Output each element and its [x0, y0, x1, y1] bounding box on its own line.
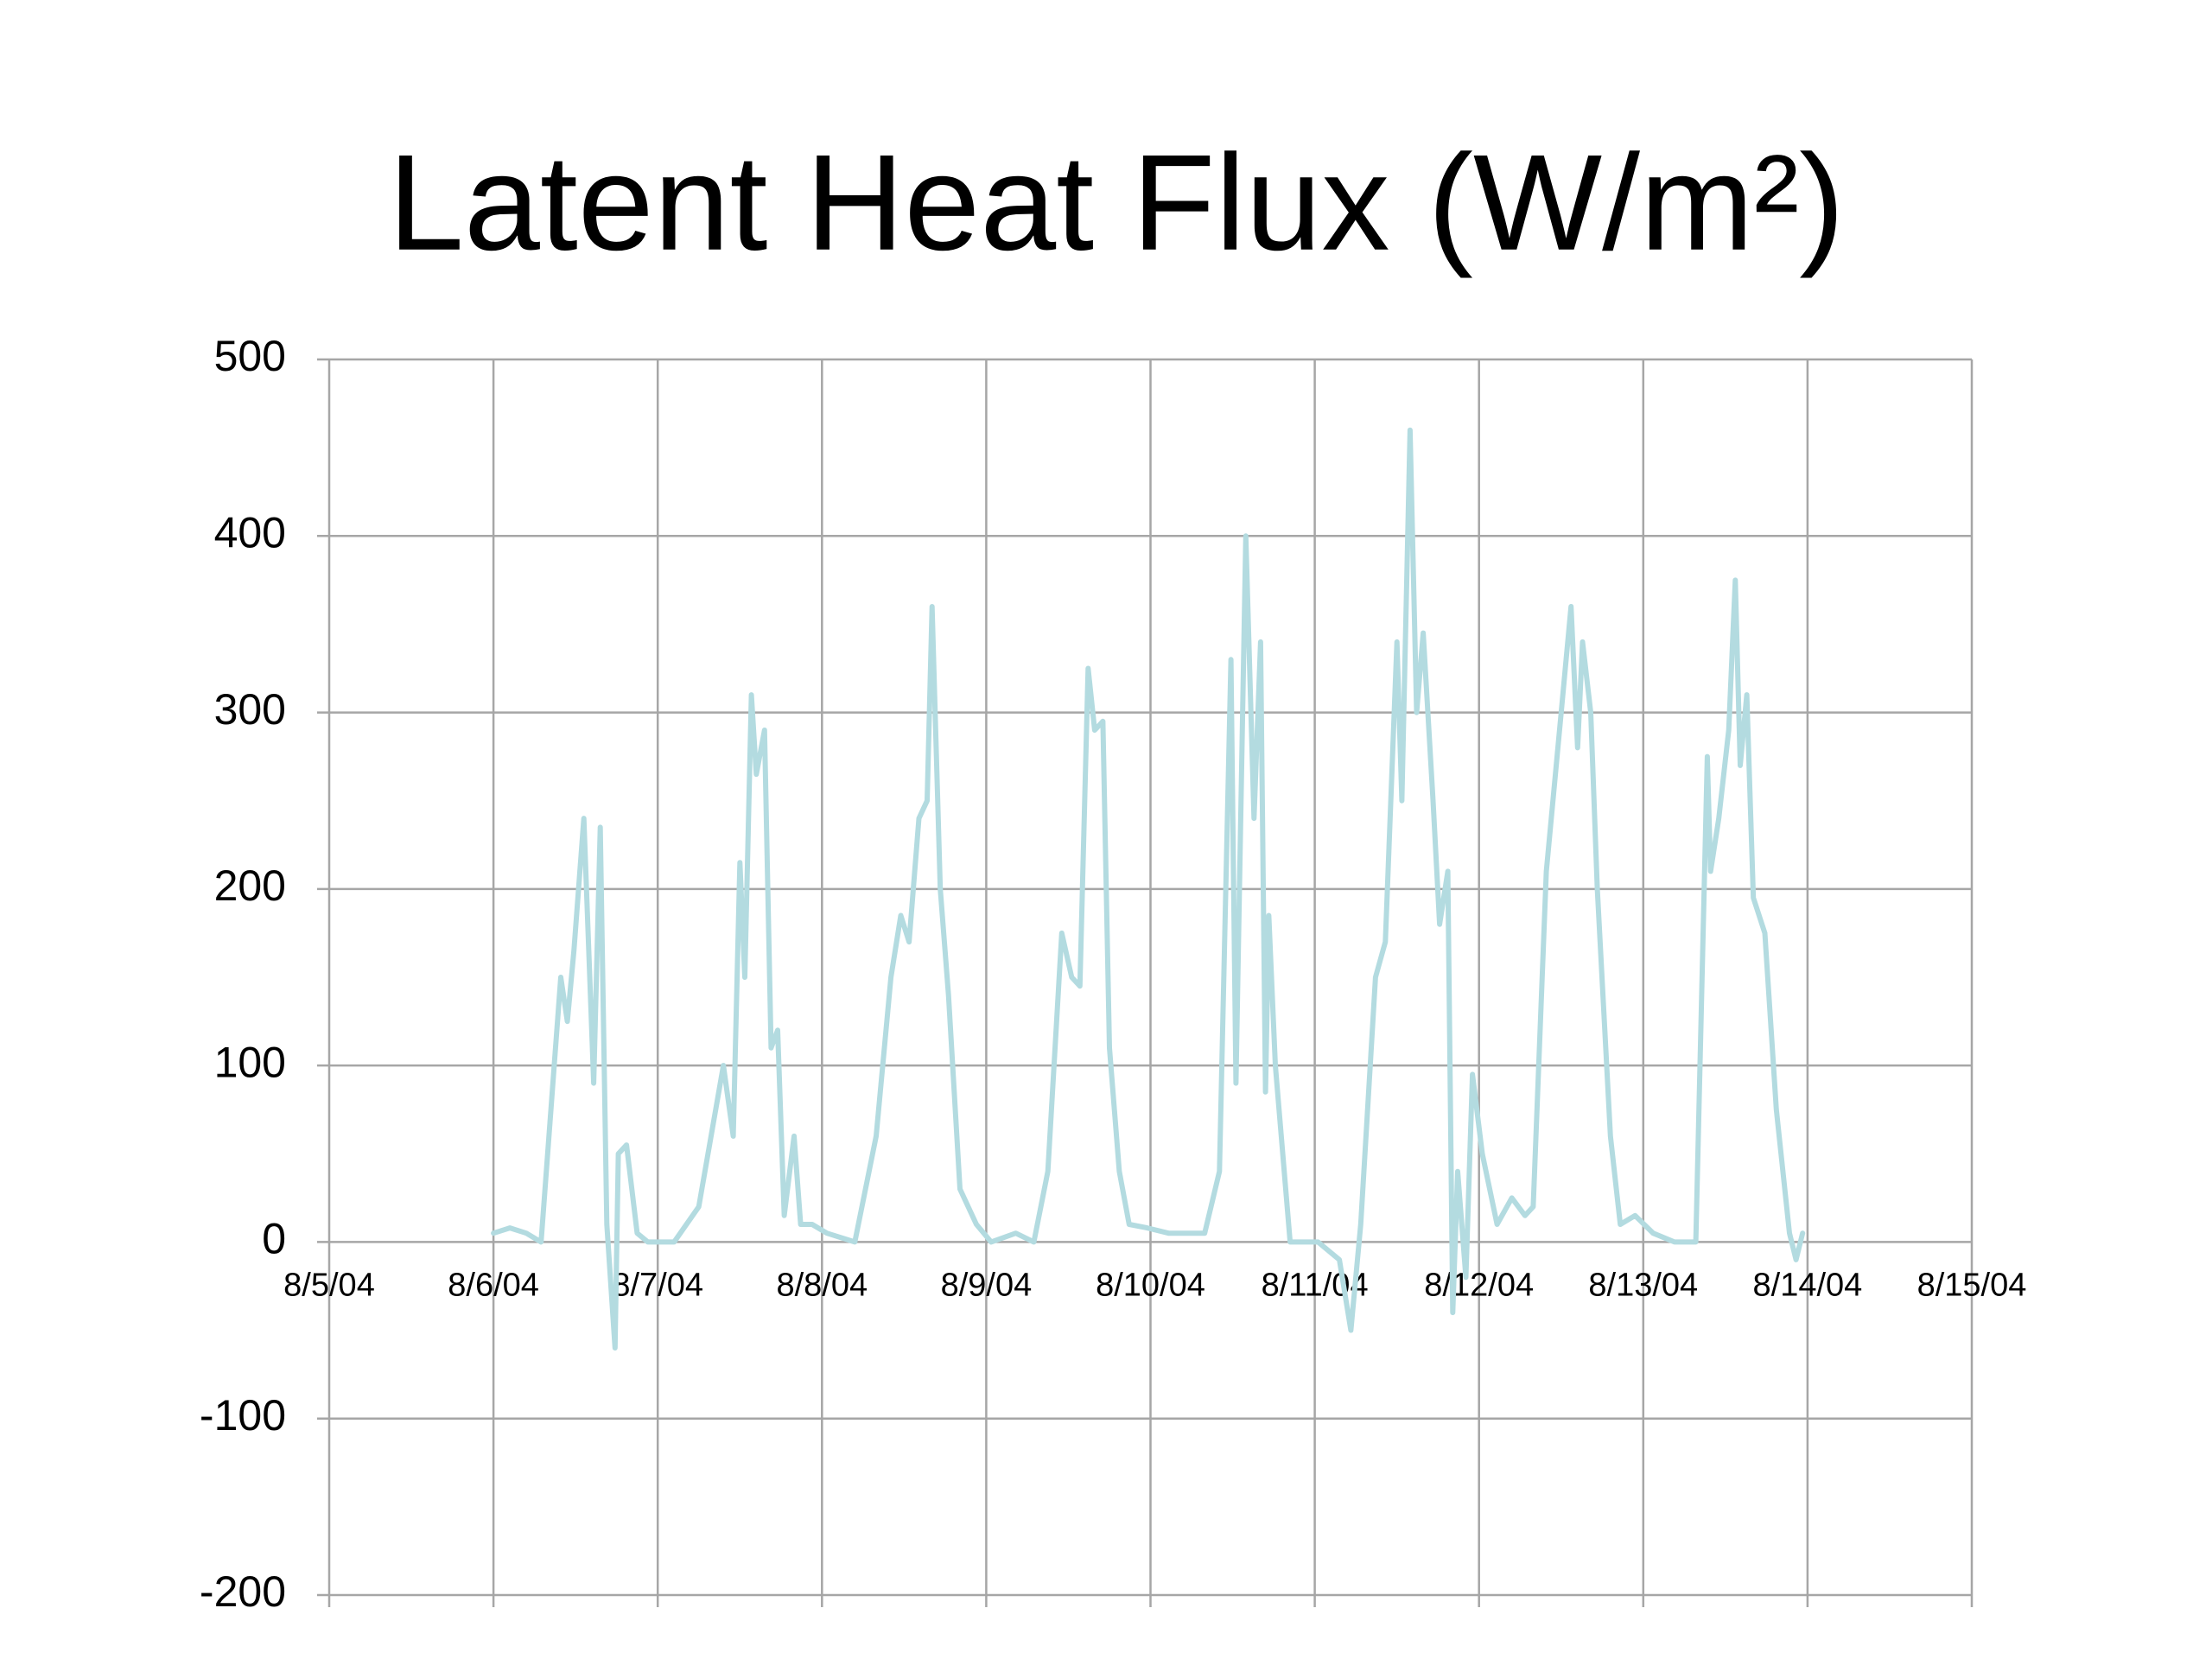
x-tick-label: 8/14/04	[1753, 1267, 1863, 1303]
y-tick-label: 400	[214, 508, 286, 556]
y-tick-label: 0	[262, 1215, 286, 1263]
data-line	[491, 427, 1806, 1351]
x-tick-label: 8/6/04	[448, 1267, 539, 1303]
y-tick-label: 100	[214, 1038, 286, 1086]
x-tick-label: 8/11/04	[1262, 1267, 1369, 1303]
x-tick-label: 8/7/04	[612, 1267, 703, 1303]
x-tick-label: 8/5/04	[283, 1267, 375, 1303]
x-tick-label: 8/10/04	[1096, 1267, 1205, 1303]
y-tick-label: -100	[200, 1391, 286, 1440]
y-tick-label: 200	[214, 861, 286, 910]
y-tick-label: 300	[214, 685, 286, 734]
x-tick-label: 8/9/04	[941, 1267, 1033, 1303]
chart-title: Latent Heat Flux (W/m²)	[388, 127, 1845, 279]
y-tick-label: -200	[200, 1567, 286, 1616]
x-tick-label: 8/8/04	[776, 1267, 868, 1303]
y-tick-label: 500	[214, 332, 286, 380]
x-tick-label: 8/13/04	[1588, 1267, 1698, 1303]
x-tick-label: 8/15/04	[1917, 1267, 2027, 1303]
x-tick-label: 8/12/04	[1424, 1267, 1534, 1303]
